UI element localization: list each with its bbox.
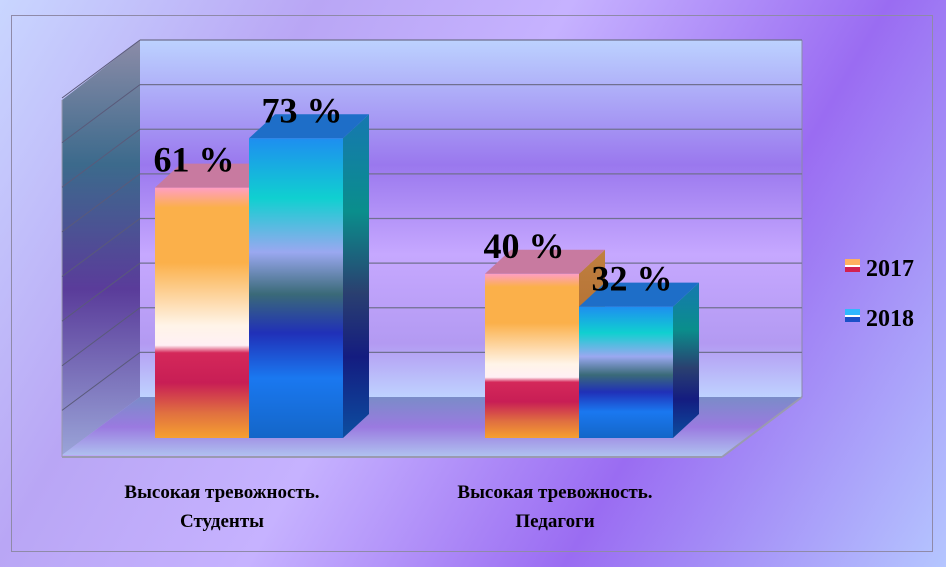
bar-front bbox=[579, 306, 673, 438]
side-gridline bbox=[61, 128, 141, 188]
data-labels: 61 % 73 % 40 % 32 % bbox=[154, 90, 673, 298]
data-label-2017-2: 40 % bbox=[484, 226, 565, 266]
bar-2018-2 bbox=[579, 282, 699, 438]
legend-swatch-base bbox=[845, 317, 860, 322]
bar-front bbox=[155, 187, 249, 438]
legend-label-2018: 2018 bbox=[866, 306, 914, 332]
bar-top bbox=[485, 249, 605, 274]
side-gridline bbox=[61, 39, 141, 99]
bar-side bbox=[673, 282, 699, 438]
chart-frame bbox=[11, 15, 933, 552]
data-label-2017-1: 61 % bbox=[154, 140, 235, 180]
side-gridline bbox=[61, 262, 141, 322]
bar-2018-1 bbox=[249, 114, 369, 439]
side-gridline bbox=[61, 84, 141, 144]
side-gridline bbox=[61, 218, 141, 277]
legend-swatch-band bbox=[845, 315, 860, 317]
data-label-2018-2: 32 % bbox=[592, 259, 673, 299]
floor-right-edge bbox=[721, 396, 803, 458]
bar-front bbox=[485, 273, 579, 438]
side-gridline bbox=[61, 173, 141, 233]
legend-swatch bbox=[845, 259, 860, 265]
legend: 2017 2018 bbox=[845, 256, 914, 332]
side-gridline bbox=[61, 351, 141, 411]
category-labels: Высокая тревожность. Студенты Высокая трев… bbox=[124, 482, 652, 532]
legend-label-2017: 2017 bbox=[866, 256, 914, 282]
legend-item-2018: 2018 bbox=[845, 306, 914, 332]
bar-top bbox=[155, 163, 275, 188]
legend-swatch-base bbox=[845, 267, 860, 272]
bar-top bbox=[579, 282, 699, 307]
data-label-2018-1: 73 % bbox=[262, 90, 343, 130]
bars bbox=[155, 114, 699, 439]
legend-swatch bbox=[845, 309, 860, 315]
category-label-1: Высокая тревожность. Студенты bbox=[124, 482, 319, 532]
bar-top bbox=[249, 114, 369, 139]
bar-side bbox=[343, 114, 369, 439]
bar-front bbox=[249, 138, 343, 438]
legend-item-2017: 2017 bbox=[845, 256, 914, 282]
legend-swatch-band bbox=[845, 265, 860, 267]
side-gridline bbox=[61, 307, 141, 367]
category-label-2: Высокая тревожность. Педагоги bbox=[457, 482, 652, 532]
